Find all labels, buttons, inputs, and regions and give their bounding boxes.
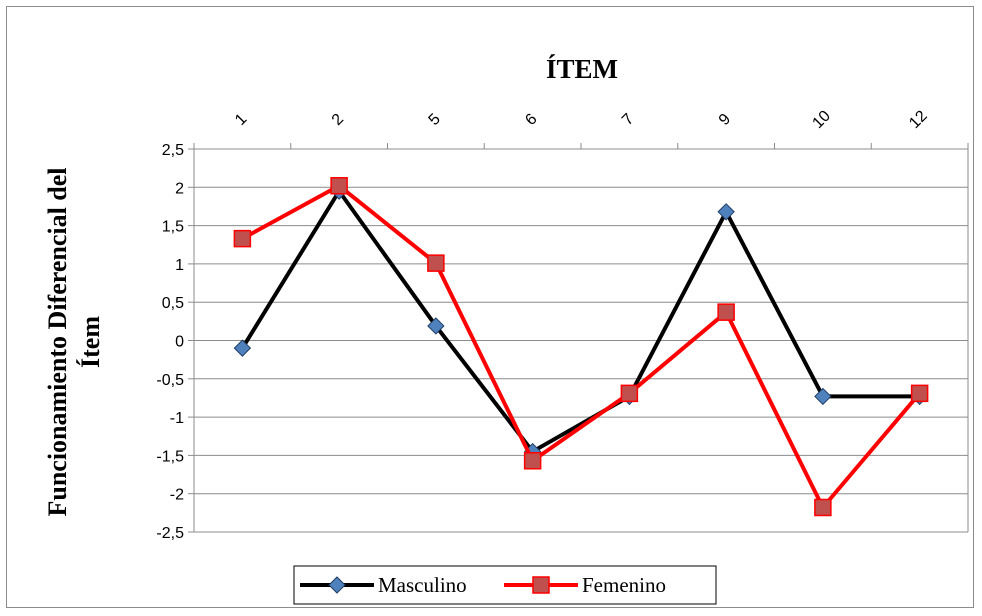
- x-tick-label: 5: [426, 111, 444, 129]
- data-point-masculino: [233, 339, 252, 357]
- y-tick-label: -1,5: [156, 448, 184, 465]
- data-point-masculino: [814, 387, 832, 406]
- y-tick-label: 0,5: [162, 295, 184, 312]
- legend-marker-diamond-icon: [328, 576, 346, 594]
- data-point-masculino: [427, 317, 445, 335]
- data-point-femenino: [523, 452, 542, 470]
- data-point-femenino: [814, 498, 832, 517]
- x-tick-label: 10: [809, 107, 834, 132]
- y-tick-label: -2,5: [156, 525, 184, 542]
- chart-title: ÍTEM: [546, 54, 618, 84]
- y-tick-label: -0,5: [156, 372, 184, 389]
- x-tick-label: 6: [522, 111, 540, 129]
- series-line-femenino: [241, 183, 922, 510]
- data-point-femenino: [717, 303, 735, 321]
- x-tick-label: 9: [716, 111, 734, 129]
- y-tick-label: 0: [175, 334, 184, 351]
- y-axis-label-line-1: Funcionamiento Diferencial del: [43, 167, 72, 516]
- data-point-femenino: [910, 384, 929, 403]
- legend-label: Masculino: [378, 573, 467, 597]
- y-tick-label: -2: [170, 487, 184, 504]
- data-point-femenino: [427, 254, 445, 272]
- y-axis-label-line-2: Ítem: [76, 316, 105, 368]
- y-tick-label: -1: [170, 410, 184, 427]
- x-tick-label: 2: [329, 111, 347, 129]
- x-tick-label: 1: [232, 111, 250, 129]
- legend: Masculino Femenino: [293, 565, 717, 605]
- data-point-femenino: [330, 177, 348, 195]
- x-tick-label: 12: [906, 107, 931, 132]
- series-line-masculino: [240, 189, 920, 454]
- y-axis-label: Funcionamiento Diferencial del Ítem: [43, 167, 105, 516]
- legend-marker-square-icon: [532, 576, 550, 594]
- data-point-femenino: [620, 384, 639, 403]
- data-point-masculino: [717, 203, 735, 221]
- data-point-femenino: [233, 229, 252, 248]
- y-tick-label: 2: [175, 180, 184, 197]
- x-tick-label: 7: [619, 111, 637, 129]
- y-tick-label: 1: [175, 257, 184, 274]
- y-tick-label: 1,5: [162, 219, 184, 236]
- chart-area: [6, 6, 974, 608]
- legend-label: Femenino: [582, 573, 666, 597]
- y-tick-label: 2,5: [162, 142, 184, 159]
